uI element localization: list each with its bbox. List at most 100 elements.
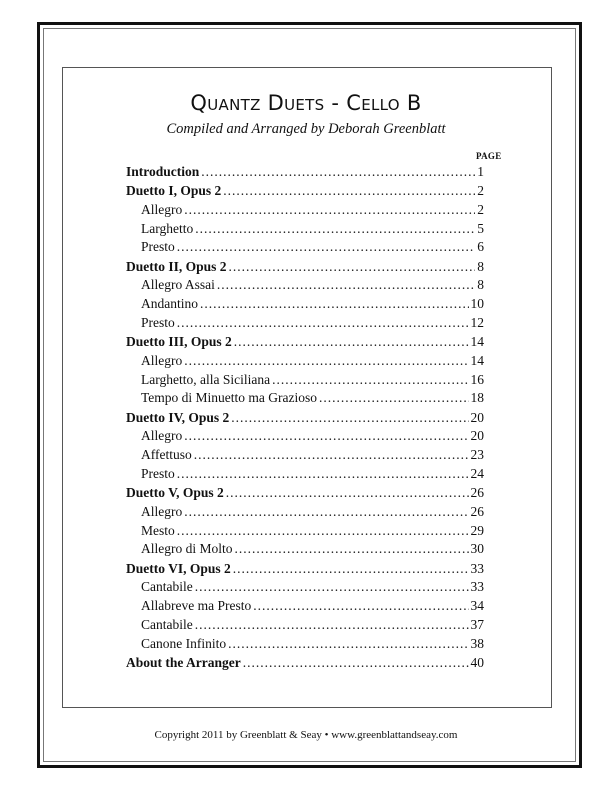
- toc-section-entry: Duetto III, Opus 2 14: [126, 334, 484, 353]
- dot-leader: [234, 334, 469, 350]
- dot-leader: [177, 239, 476, 255]
- dot-leader: [195, 579, 469, 595]
- toc-movement-entry: Canone Infinito 38: [126, 636, 484, 655]
- toc-movement-entry: Cantabile 33: [126, 579, 484, 598]
- toc-entry-label: Allabreve ma Presto: [141, 598, 252, 614]
- toc-movement-entry: Mesto 29: [126, 523, 484, 542]
- page-subtitle: Compiled and Arranged by Deborah Greenbl…: [166, 121, 446, 137]
- toc-movement-entry: Larghetto, alla Siciliana 16: [126, 372, 484, 391]
- dot-leader: [319, 390, 468, 406]
- toc-entry-page: 12: [470, 314, 485, 330]
- toc-section-entry: About the Arranger 40: [126, 655, 484, 674]
- toc-entry-page: 24: [470, 465, 485, 481]
- toc-entry-label: Duetto I, Opus 2: [126, 183, 222, 199]
- toc-entry-page: 33: [470, 560, 485, 576]
- toc-movement-entry: Allegro 20: [126, 428, 484, 447]
- toc-entry-page: 20: [470, 428, 485, 444]
- toc-section-entry: Duetto V, Opus 2 26: [126, 485, 484, 504]
- dot-leader: [195, 221, 475, 237]
- toc-movement-entry: Andantino 10: [126, 296, 484, 315]
- dot-leader: [177, 466, 469, 482]
- dot-leader: [228, 636, 468, 652]
- toc-movement-entry: Presto 6: [126, 239, 484, 258]
- toc-entry-page: 23: [470, 447, 485, 463]
- toc-entry-label: Affettuso: [141, 447, 192, 463]
- toc-entry-label: Allegro di Molto: [141, 541, 233, 557]
- dot-leader: [184, 504, 468, 520]
- toc-entry-label: Duetto II, Opus 2: [126, 258, 227, 274]
- toc-section-entry: Duetto I, Opus 2 2: [126, 183, 484, 202]
- toc-entry-label: Duetto V, Opus 2: [126, 485, 224, 501]
- toc-section-entry: Duetto II, Opus 2 8: [126, 259, 484, 278]
- toc-entry-page: 1: [477, 164, 484, 179]
- dot-leader: [272, 372, 468, 388]
- dot-leader: [195, 617, 469, 633]
- toc-entry-page: 40: [470, 654, 485, 670]
- toc-entry-label: Presto: [141, 465, 175, 481]
- toc-entry-page: 37: [470, 616, 485, 632]
- toc-entry-page: 38: [470, 635, 485, 651]
- dot-leader: [184, 353, 468, 369]
- dot-leader: [184, 202, 475, 218]
- dot-leader: [200, 296, 469, 312]
- toc-entry-label: Allegro: [141, 352, 183, 368]
- toc-entry-page: 34: [470, 598, 485, 614]
- toc-entry-page: 26: [470, 503, 485, 519]
- toc-entry-label: Presto: [141, 239, 175, 255]
- page-outer-border-inner-line: [43, 28, 576, 762]
- toc-entry-label: Larghetto, alla Siciliana: [141, 371, 271, 387]
- toc-section-entry: Duetto VI, Opus 2 33: [126, 561, 484, 580]
- toc-entry-label: Duetto III, Opus 2: [126, 334, 232, 350]
- toc-entry-page: 8: [477, 258, 484, 274]
- toc-movement-entry: Affettuso 23: [126, 447, 484, 466]
- toc-entry-page: 6: [477, 239, 484, 255]
- toc-entry-label: Larghetto: [141, 220, 194, 236]
- toc-entry-page: 2: [477, 183, 484, 199]
- toc-section-entry: Duetto IV, Opus 2 20: [126, 410, 484, 429]
- toc-entry-page: 2: [477, 201, 484, 217]
- toc-movement-entry: Allegro di Molto 30: [126, 541, 484, 560]
- dot-leader: [194, 447, 469, 463]
- dot-leader: [226, 485, 469, 501]
- toc-entry-page: 14: [470, 352, 485, 368]
- toc-movement-entry: Larghetto 5: [126, 221, 484, 240]
- toc-entry-page: 5: [477, 220, 484, 236]
- page-title: Quantz Duets - Cello B: [190, 91, 422, 115]
- toc-entry-label: Allegro Assai: [141, 277, 215, 293]
- toc-movement-entry: Allegro Assai 8: [126, 277, 484, 296]
- toc-entry-page: 8: [477, 277, 484, 293]
- toc-entry-label: Allegro: [141, 428, 183, 444]
- toc-movement-entry: Allegro 2: [126, 202, 484, 221]
- toc-entry-page: 14: [470, 334, 485, 350]
- dot-leader: [177, 315, 469, 331]
- dot-leader: [184, 428, 468, 444]
- dot-leader: [217, 277, 475, 293]
- toc-entry-page: 18: [470, 390, 485, 406]
- toc-movement-entry: Presto 24: [126, 466, 484, 485]
- toc-entry-label: Duetto VI, Opus 2: [126, 560, 231, 576]
- dot-leader: [233, 561, 469, 577]
- toc-movement-entry: Allegro 14: [126, 353, 484, 372]
- dot-leader: [253, 598, 468, 614]
- dot-leader: [229, 259, 476, 275]
- toc-entry-label: Cantabile: [141, 616, 193, 632]
- toc-entry-page: 30: [470, 541, 485, 557]
- toc-movement-entry: Tempo di Minuetto ma Grazioso 18: [126, 390, 484, 409]
- toc-entry-label: Presto: [141, 314, 175, 330]
- toc-entry-label: Allegro: [141, 503, 183, 519]
- toc-movement-entry: Cantabile 37: [126, 617, 484, 636]
- toc-entry-label: Allegro: [141, 201, 183, 217]
- toc-entry-label: Cantabile: [141, 579, 193, 595]
- toc-entry-label: Canone Infinito: [141, 635, 227, 651]
- dot-leader: [223, 183, 475, 199]
- toc-entry-label: Tempo di Minuetto ma Grazioso: [141, 390, 318, 406]
- toc-entry-page: 10: [470, 296, 485, 312]
- toc-movement-entry: Presto 12: [126, 315, 484, 334]
- page-column-header: PAGE: [476, 151, 502, 161]
- toc-entry-page: 26: [470, 485, 485, 501]
- dot-leader: [231, 410, 468, 426]
- dot-leader: [177, 523, 469, 539]
- toc-entry-label: Introduction: [126, 164, 200, 179]
- toc-section-entry: Introduction 1: [126, 164, 484, 183]
- dot-leader: [243, 655, 469, 671]
